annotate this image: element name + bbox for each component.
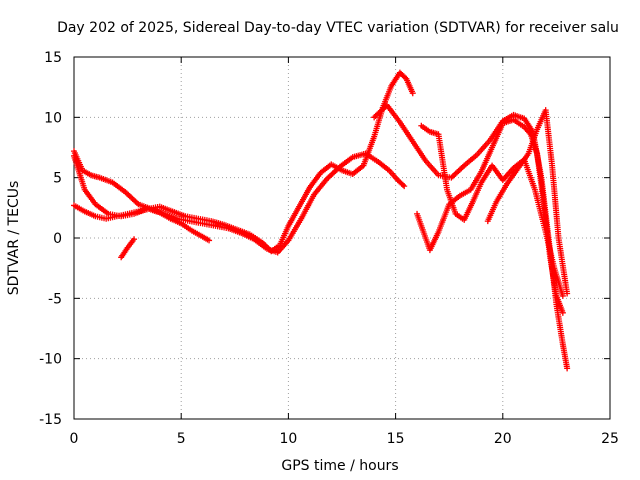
y-tick-label: -5 [48,291,62,307]
data-point [559,309,566,316]
x-tick-label: 5 [177,431,186,447]
data-point [206,237,213,244]
series-track-2 [71,148,408,256]
y-tick-label: -10 [39,352,62,368]
grid-lines [74,57,610,419]
data-point [564,365,571,372]
data-point [564,290,571,297]
x-tick-label: 20 [494,431,512,447]
series-track-5 [371,102,571,372]
y-tick-label: 5 [53,171,62,187]
data-point [559,292,566,299]
data-point [401,183,408,190]
x-tick-label: 10 [279,431,297,447]
data-point [409,90,416,97]
data-point [402,74,409,81]
y-axis-label: SDTVAR / TECUs [6,181,22,296]
series-track-4 [118,236,138,261]
data-point [131,236,138,243]
x-tick-label: 25 [601,431,619,447]
data-points [71,69,571,372]
y-tick-label: 10 [44,110,62,126]
x-tick-label: 0 [70,431,79,447]
series-track-3 [71,202,213,244]
series-track-8 [484,107,571,297]
data-point [399,181,406,188]
y-tick-label: 15 [44,50,62,66]
series-track-1 [71,69,416,255]
chart-title: Day 202 of 2025, Sidereal Day-to-day VTE… [57,20,619,36]
y-tick-label: 0 [53,231,62,247]
y-tick-label: -15 [39,412,62,428]
x-tick-label: 15 [387,431,405,447]
x-axis-label: GPS time / hours [281,458,398,474]
axis-ticks: 0 5 10 15 20 25 -15 -10 -5 0 5 10 15 [39,50,619,447]
